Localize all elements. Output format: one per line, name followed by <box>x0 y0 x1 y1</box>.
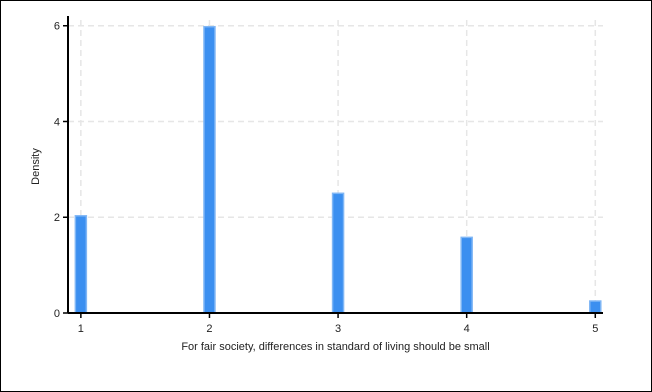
x-tick-label-2: 2 <box>206 323 212 335</box>
bar-1 <box>74 215 88 314</box>
axes <box>67 16 603 314</box>
y-tick-label-2: 2 <box>54 212 60 224</box>
y-tick-label-4: 4 <box>54 116 60 128</box>
x-ticks: 1 2 3 4 5 <box>78 313 598 335</box>
y-ticks: 0 2 4 6 <box>54 21 68 320</box>
bar-2 <box>203 25 216 314</box>
y-tick-label-6: 6 <box>54 21 60 33</box>
x-tick-label-5: 5 <box>592 323 598 335</box>
x-tick-label-4: 4 <box>464 323 470 335</box>
bar-4 <box>460 236 473 314</box>
y-tick-label-0: 0 <box>54 308 60 320</box>
x-axis-title: For fair society, differences in standar… <box>181 341 489 353</box>
y-axis-title: Density <box>30 148 42 185</box>
bars <box>74 25 602 314</box>
x-tick-label-1: 1 <box>78 323 84 335</box>
x-tick-label-3: 3 <box>335 323 341 335</box>
bar-3 <box>331 192 345 314</box>
bar-5 <box>589 300 602 314</box>
